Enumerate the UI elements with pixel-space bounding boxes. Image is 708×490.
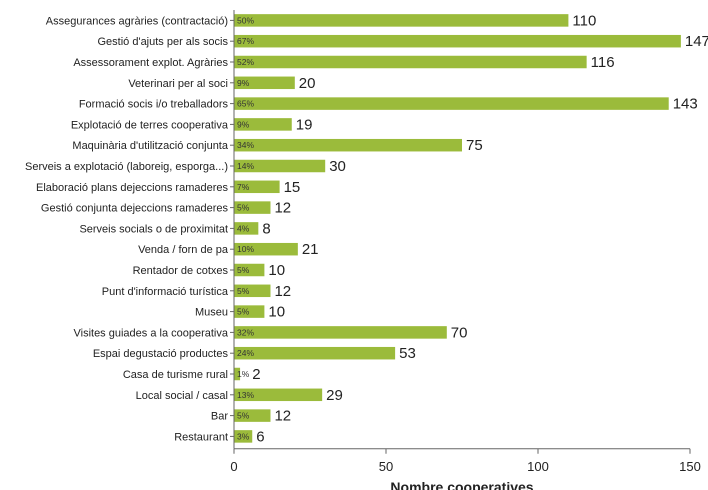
bar [234,388,323,402]
category-label: Restaurant [174,431,228,443]
percent-label: 13% [237,390,254,400]
value-label: 29 [326,387,343,404]
x-tick-label: 100 [527,459,549,474]
category-label: Local social / casal [136,390,228,402]
value-label: 8 [262,220,270,237]
percent-label: 3% [237,431,250,441]
category-label: Maquinària d'utilització conjunta [72,140,228,152]
category-label: Visites guiades a la cooperativa [73,327,228,339]
value-label: 12 [274,283,291,300]
x-axis-title: Nombre cooperatives [390,479,533,490]
bar [234,55,587,69]
percent-label: 5% [237,411,250,421]
percent-label: 67% [237,36,254,46]
value-label: 12 [274,408,291,425]
bar [234,326,447,339]
bar [234,138,462,152]
value-label: 53 [399,345,416,362]
bars-group: Assegurances agràries (contractació) 50% 1… [25,12,708,445]
bar [234,97,669,110]
bar [234,34,681,48]
value-label: 70 [451,324,468,341]
category-label: Formació socis i/o treballadors [79,99,229,111]
percent-label: 34% [237,140,254,150]
percent-label: 5% [237,203,250,213]
value-label: 75 [466,137,483,154]
category-label: Rentador de cotxes [133,265,229,277]
x-tick-label: 50 [379,459,393,474]
category-label: Gestió conjunta dejeccions ramaderes [41,203,229,215]
percent-label: 7% [237,182,250,192]
category-label: Espai degustació productes [93,348,229,360]
category-label: Venda / forn de pa [138,244,229,256]
value-label: 21 [302,241,319,258]
category-label: Punt d'informació turística [102,286,229,298]
value-label: 19 [296,116,313,133]
percent-label: 1% [237,369,250,379]
value-label: 2 [252,366,260,383]
value-label: 10 [268,304,285,321]
bar [234,242,298,256]
bar [234,76,295,90]
value-label: 143 [673,96,698,113]
value-label: 116 [591,54,615,71]
value-label: 110 [572,12,596,29]
percent-label: 5% [237,265,250,275]
category-label: Casa de turisme rural [123,369,228,381]
category-label: Museu [195,307,228,319]
bar [234,284,271,298]
bar [234,159,326,173]
bar [234,263,265,277]
category-label: Elaboració plans dejeccions ramaderes [36,182,228,194]
bar [234,409,271,422]
bar [234,14,569,27]
category-label: Explotació de terres cooperativa [71,119,229,131]
percent-label: 4% [237,223,250,233]
percent-label: 24% [237,348,254,358]
x-tick-label: 150 [679,459,701,474]
percent-label: 9% [237,119,250,129]
percent-label: 65% [237,99,254,109]
percent-label: 5% [237,307,250,317]
x-tick-label: 0 [230,459,237,474]
value-label: 10 [268,262,285,279]
value-label: 12 [274,200,291,217]
value-label: 6 [256,428,264,445]
percent-label: 9% [237,78,250,88]
category-label: Gestió d'ajuts per als socis [98,36,229,48]
value-label: 30 [329,158,346,175]
category-label: Bar [211,411,228,423]
bar [234,346,396,360]
category-label: Serveis socials o de proximitat [79,223,228,235]
bar [234,367,241,381]
bar [234,222,259,235]
percent-label: 52% [237,57,254,67]
percent-label: 50% [237,15,254,25]
bar [234,305,265,318]
category-label: Veterinari per al soci [128,78,228,90]
value-label: 20 [299,75,316,92]
x-axis-ticks: 0 50 100 150 [230,448,701,474]
bar [234,180,280,194]
value-label: 15 [284,179,301,196]
category-label: Assegurances agràries (contractació) [46,15,228,27]
bar [234,430,253,443]
percent-label: 10% [237,244,254,254]
percent-label: 14% [237,161,254,171]
category-label: Assessorament explot. Agràries [73,57,228,69]
category-label: Serveis a explotació (laboreig, esporga.… [25,161,228,173]
percent-label: 5% [237,286,250,296]
value-label: 147 [685,33,708,50]
bar [234,201,271,214]
percent-label: 32% [237,327,254,337]
bar [234,118,292,131]
